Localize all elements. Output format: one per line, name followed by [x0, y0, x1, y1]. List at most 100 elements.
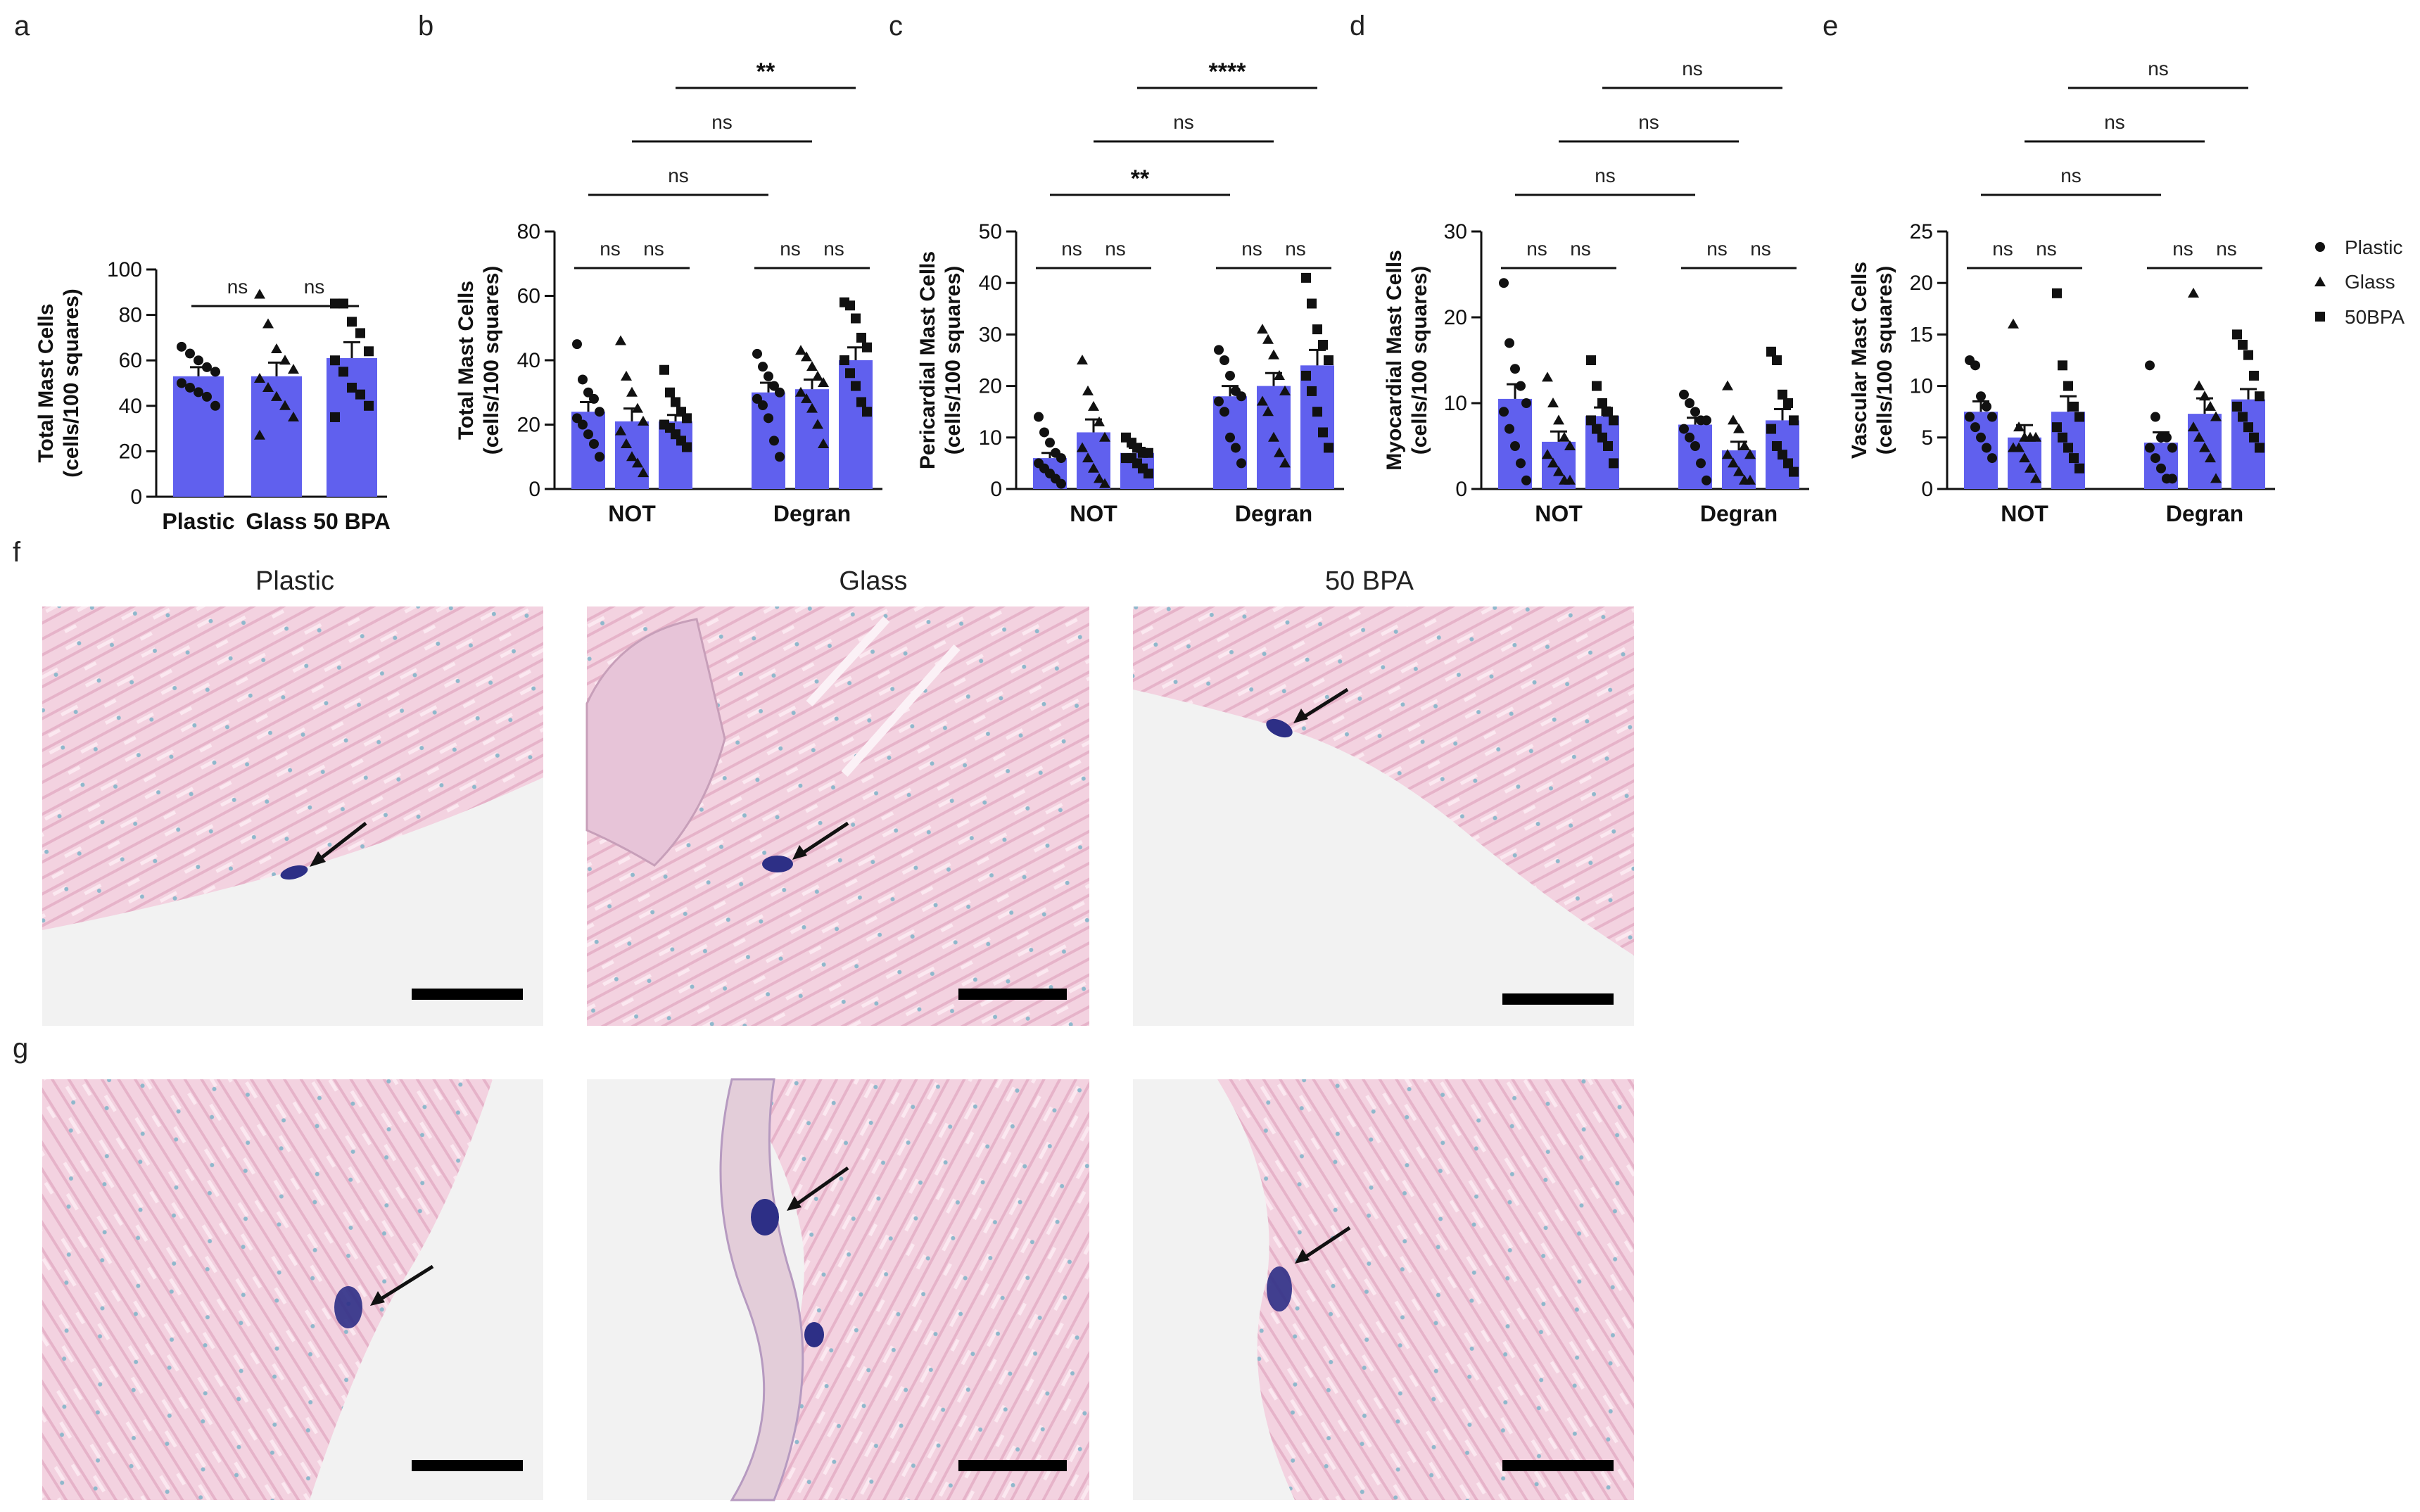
data-point [2167, 443, 2177, 453]
data-point [1088, 400, 1099, 411]
data-point [1056, 453, 1066, 464]
y-axis-label-line: Pericardial Mast Cells [916, 251, 939, 469]
significance-label: ns [1682, 58, 1703, 80]
data-point [806, 361, 818, 371]
data-point [2238, 412, 2248, 422]
x-category-label: 50 BPA [313, 509, 391, 534]
bar [839, 360, 873, 489]
data-point [1056, 478, 1066, 489]
y-axis-label-line: Vascular Mast Cells [1848, 262, 1871, 459]
data-point [572, 339, 582, 350]
data-point [589, 393, 599, 404]
significance-label: ns [780, 238, 801, 260]
data-point [752, 348, 762, 359]
data-point [1504, 338, 1514, 348]
data-point [1603, 441, 1613, 451]
data-point [1077, 355, 1088, 364]
data-point [638, 415, 649, 426]
data-point [1510, 364, 1520, 374]
significance-label: ns [2060, 165, 2082, 186]
significance-label: ns [600, 238, 621, 260]
data-point [2074, 463, 2084, 474]
scale-bar [1502, 1460, 1614, 1471]
data-point [2205, 452, 2216, 463]
data-point [254, 429, 265, 440]
panel-letter-f: f [13, 537, 21, 568]
data-point [2255, 391, 2264, 402]
data-point [2008, 318, 2019, 329]
y-axis-label-line: (cells/100 squares) [942, 266, 965, 455]
y-tick-label: 0 [1455, 478, 1467, 501]
data-point [1772, 355, 1782, 365]
data-point [1225, 370, 1235, 381]
bar [1585, 416, 1619, 489]
data-point [1685, 432, 1694, 443]
micrograph-g-glass [587, 1078, 1089, 1501]
data-point [1592, 424, 1602, 434]
data-point [2145, 443, 2155, 453]
y-tick-label: 0 [990, 478, 1002, 501]
panel-letter-e: e [1823, 11, 1838, 42]
data-point [1301, 370, 1311, 381]
data-point [2058, 360, 2067, 371]
significance-label: ns [227, 276, 248, 298]
x-group-label: Degran [1235, 501, 1312, 526]
legend-label-glass: Glass [2345, 271, 2395, 293]
scale-bar [958, 1460, 1067, 1471]
data-point [1307, 298, 1317, 309]
data-point [1778, 389, 1787, 400]
data-point [1516, 381, 1526, 391]
x-group-label: Degran [2166, 501, 2243, 526]
data-point [2030, 473, 2041, 483]
data-point [1099, 478, 1110, 488]
data-point [775, 452, 785, 462]
data-point [1082, 452, 1094, 463]
x-group-label: NOT [1070, 501, 1117, 526]
data-point [1965, 412, 1975, 422]
data-point [1144, 469, 1153, 479]
y-tick-label: 10 [1444, 392, 1467, 415]
data-point [1728, 457, 1739, 468]
data-point [769, 436, 779, 446]
data-point [840, 355, 849, 365]
data-point [1312, 407, 1322, 417]
data-point [1324, 355, 1333, 365]
data-point [801, 351, 812, 362]
significance-label: ns [1061, 238, 1082, 260]
data-point [1307, 386, 1317, 396]
data-point [1702, 415, 1711, 426]
data-point [2030, 431, 2041, 442]
data-point [1766, 346, 1776, 357]
data-point [862, 342, 872, 352]
data-point [1722, 449, 1733, 459]
data-point [764, 413, 773, 424]
y-axis-label: Total Mast Cells (cells/100 squares) [34, 288, 83, 478]
chart-panel-e: e Vascular Mast Cells (cells/100 squares) 0… [1823, 11, 2275, 526]
y-tick-label: 20 [517, 414, 540, 437]
y-tick-label: 20 [979, 375, 1002, 398]
legend-marker-square [2315, 312, 2325, 322]
data-point [2058, 432, 2067, 443]
data-point [2074, 412, 2084, 422]
significance-label: ns [1992, 238, 2013, 260]
data-point [271, 390, 282, 401]
data-point [578, 419, 588, 430]
data-point [1783, 398, 1793, 408]
significance-label: ns [1750, 238, 1771, 260]
chart-panel-d: d Myocardial Mast Cells (cells/100 squares… [1350, 11, 1809, 526]
x-group-label: Degran [1700, 501, 1778, 526]
y-tick-label: 25 [1910, 220, 1933, 243]
y-axis-label: Myocardial Mast Cells (cells/100 squares) [1383, 250, 1431, 470]
arrow-line [1299, 687, 1349, 721]
data-point [1045, 438, 1055, 448]
data-point [1722, 380, 1733, 390]
data-point [1236, 458, 1246, 469]
data-point [1679, 389, 1689, 400]
data-point [2243, 422, 2253, 433]
y-tick-label: 60 [119, 349, 142, 372]
data-point [279, 400, 291, 410]
data-point [1088, 462, 1099, 473]
data-point [2193, 380, 2205, 390]
x-group-label: NOT [2001, 501, 2048, 526]
